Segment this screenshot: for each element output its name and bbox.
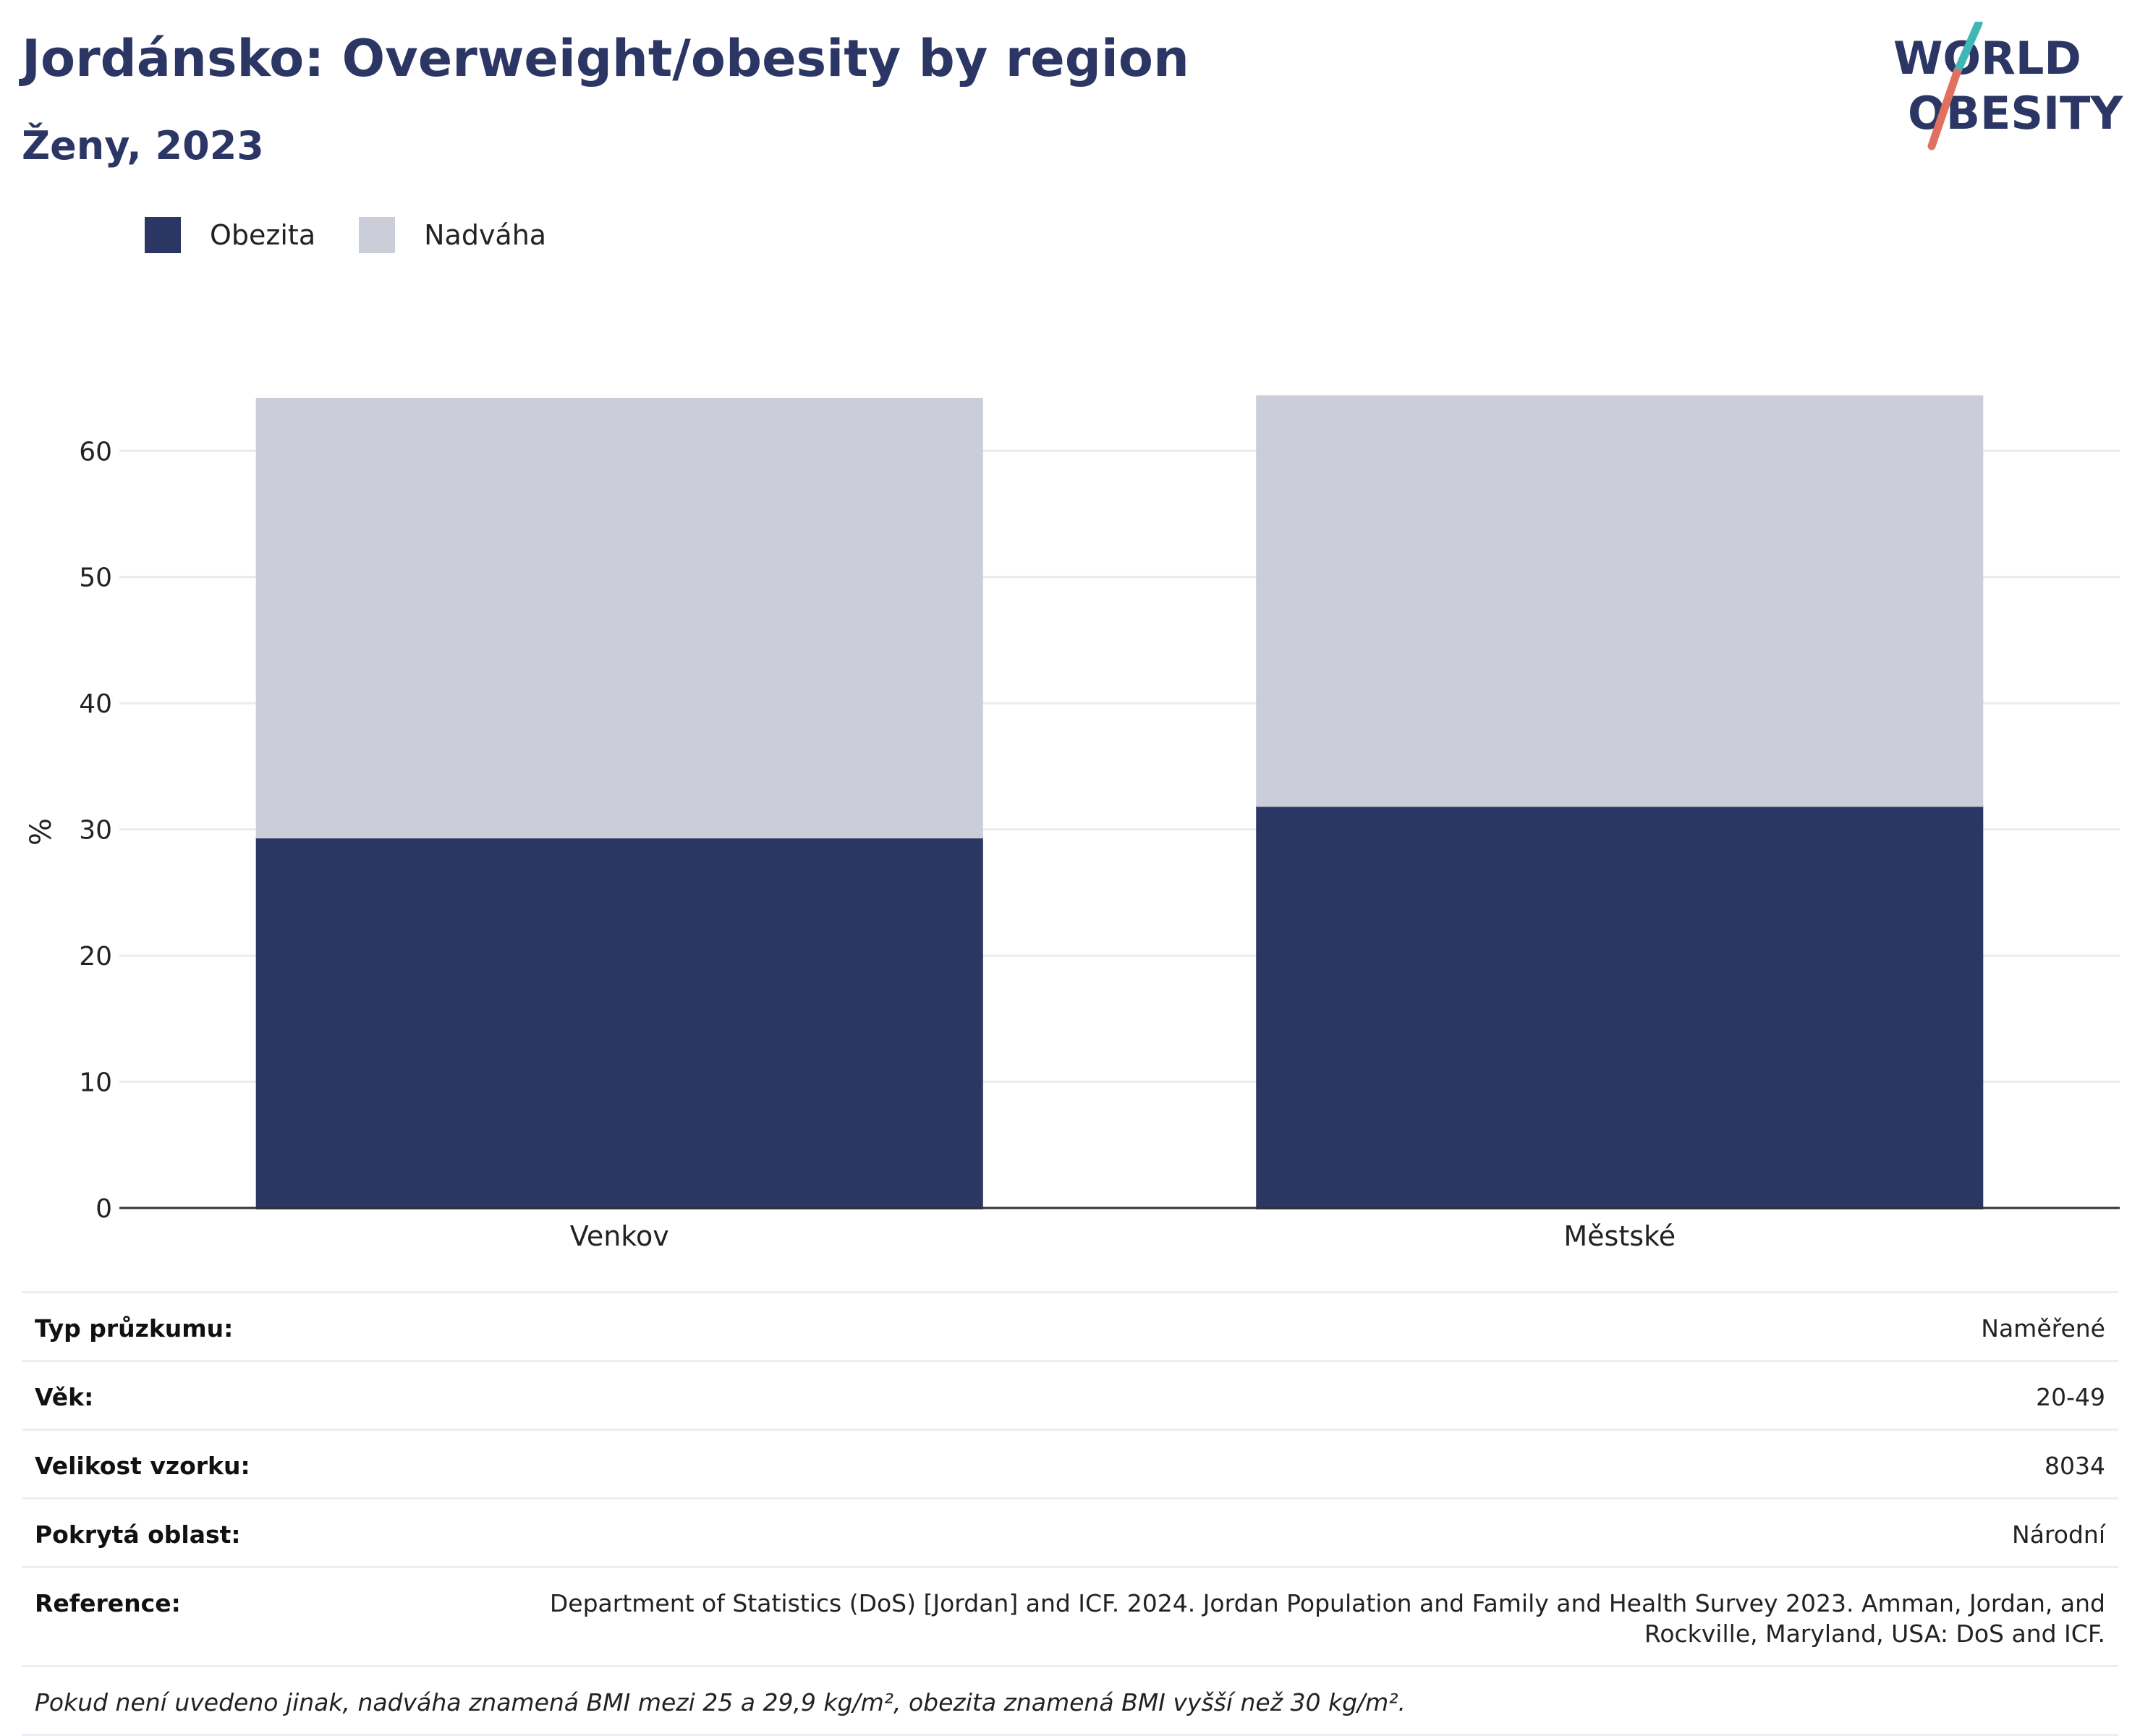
world-obesity-logo: WORLD OBESITY xyxy=(1893,22,2123,150)
bar-segment-obezita xyxy=(255,837,983,1209)
meta-row-sample-size: Velikost vzorku: 8034 xyxy=(22,1429,2118,1497)
meta-value: Národní xyxy=(2012,1520,2105,1549)
legend-label-obezita: Obezita xyxy=(210,219,316,251)
meta-label: Velikost vzorku: xyxy=(35,1452,250,1480)
legend: Obezita Nadváha xyxy=(145,216,590,255)
meta-value: 20-49 xyxy=(2036,1383,2105,1411)
chart-title: Jordánsko: Overweight/obesity by region xyxy=(22,29,1189,88)
legend-label-nadvaha: Nadváha xyxy=(424,219,547,251)
meta-value: Department of Statistics (DoS) [Jordan] … xyxy=(549,1589,2105,1648)
meta-label: Typ průzkumu: xyxy=(35,1314,234,1343)
y-axis-label: % xyxy=(25,818,58,846)
y-tick-label: 50 xyxy=(79,563,112,593)
x-tick-label: Venkov xyxy=(570,1220,669,1252)
legend-swatch-nadvaha xyxy=(359,217,396,253)
meta-label: Reference: xyxy=(35,1589,181,1617)
meta-row-coverage: Pokrytá oblast: Národní xyxy=(22,1497,2118,1566)
legend-swatch-obezita xyxy=(145,217,181,253)
logo-slash-bottom xyxy=(1927,68,1961,150)
meta-row-survey-type: Typ průzkumu: Naměřené xyxy=(22,1291,2118,1360)
x-tick-label: Městské xyxy=(1563,1220,1676,1252)
y-tick-label: 30 xyxy=(79,816,112,846)
meta-value: Naměřené xyxy=(1981,1314,2105,1343)
meta-value: 8034 xyxy=(2045,1452,2105,1480)
legend-item-obezita[interactable]: Obezita xyxy=(145,217,315,253)
logo-slash-top xyxy=(1953,22,1983,77)
y-tick-label: 20 xyxy=(79,942,112,971)
y-tick-label: 60 xyxy=(79,437,112,467)
legend-item-nadvaha[interactable]: Nadváha xyxy=(359,217,546,253)
bar-segment-obezita xyxy=(1256,805,1984,1209)
y-tick-label: 10 xyxy=(79,1068,112,1098)
y-tick-label: 40 xyxy=(79,689,112,719)
chart-subtitle: Ženy, 2023 xyxy=(22,123,264,169)
meta-label: Věk: xyxy=(35,1383,94,1411)
y-tick-label: 0 xyxy=(95,1194,112,1224)
bar-segment-nadváha xyxy=(1256,395,1984,807)
bar-segment-nadváha xyxy=(255,398,983,839)
definition-note: Pokud není uvedeno jinak, nadváha znamen… xyxy=(22,1665,2118,1736)
meta-row-reference: Reference: Department of Statistics (DoS… xyxy=(22,1566,2118,1665)
survey-metadata-table: Typ průzkumu: Naměřené Věk: 20-49 Veliko… xyxy=(22,1291,2118,1736)
stacked-bar-chart: 0 10 20 30 40 50 60% Venkov Městské xyxy=(25,395,2120,1252)
meta-row-age: Věk: 20-49 xyxy=(22,1360,2118,1429)
logo-line-1: WORLD xyxy=(1893,32,2081,85)
meta-label: Pokrytá oblast: xyxy=(35,1520,241,1549)
